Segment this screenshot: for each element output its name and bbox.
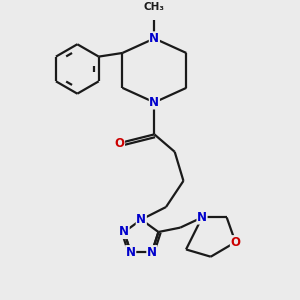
Text: N: N — [119, 226, 129, 238]
Text: O: O — [115, 136, 124, 150]
Text: N: N — [136, 213, 146, 226]
Text: O: O — [230, 236, 241, 249]
Text: N: N — [126, 246, 136, 259]
Text: N: N — [147, 246, 157, 259]
Text: CH₃: CH₃ — [144, 2, 165, 12]
Text: N: N — [149, 32, 159, 45]
Text: N: N — [197, 211, 207, 224]
Text: N: N — [149, 96, 159, 109]
